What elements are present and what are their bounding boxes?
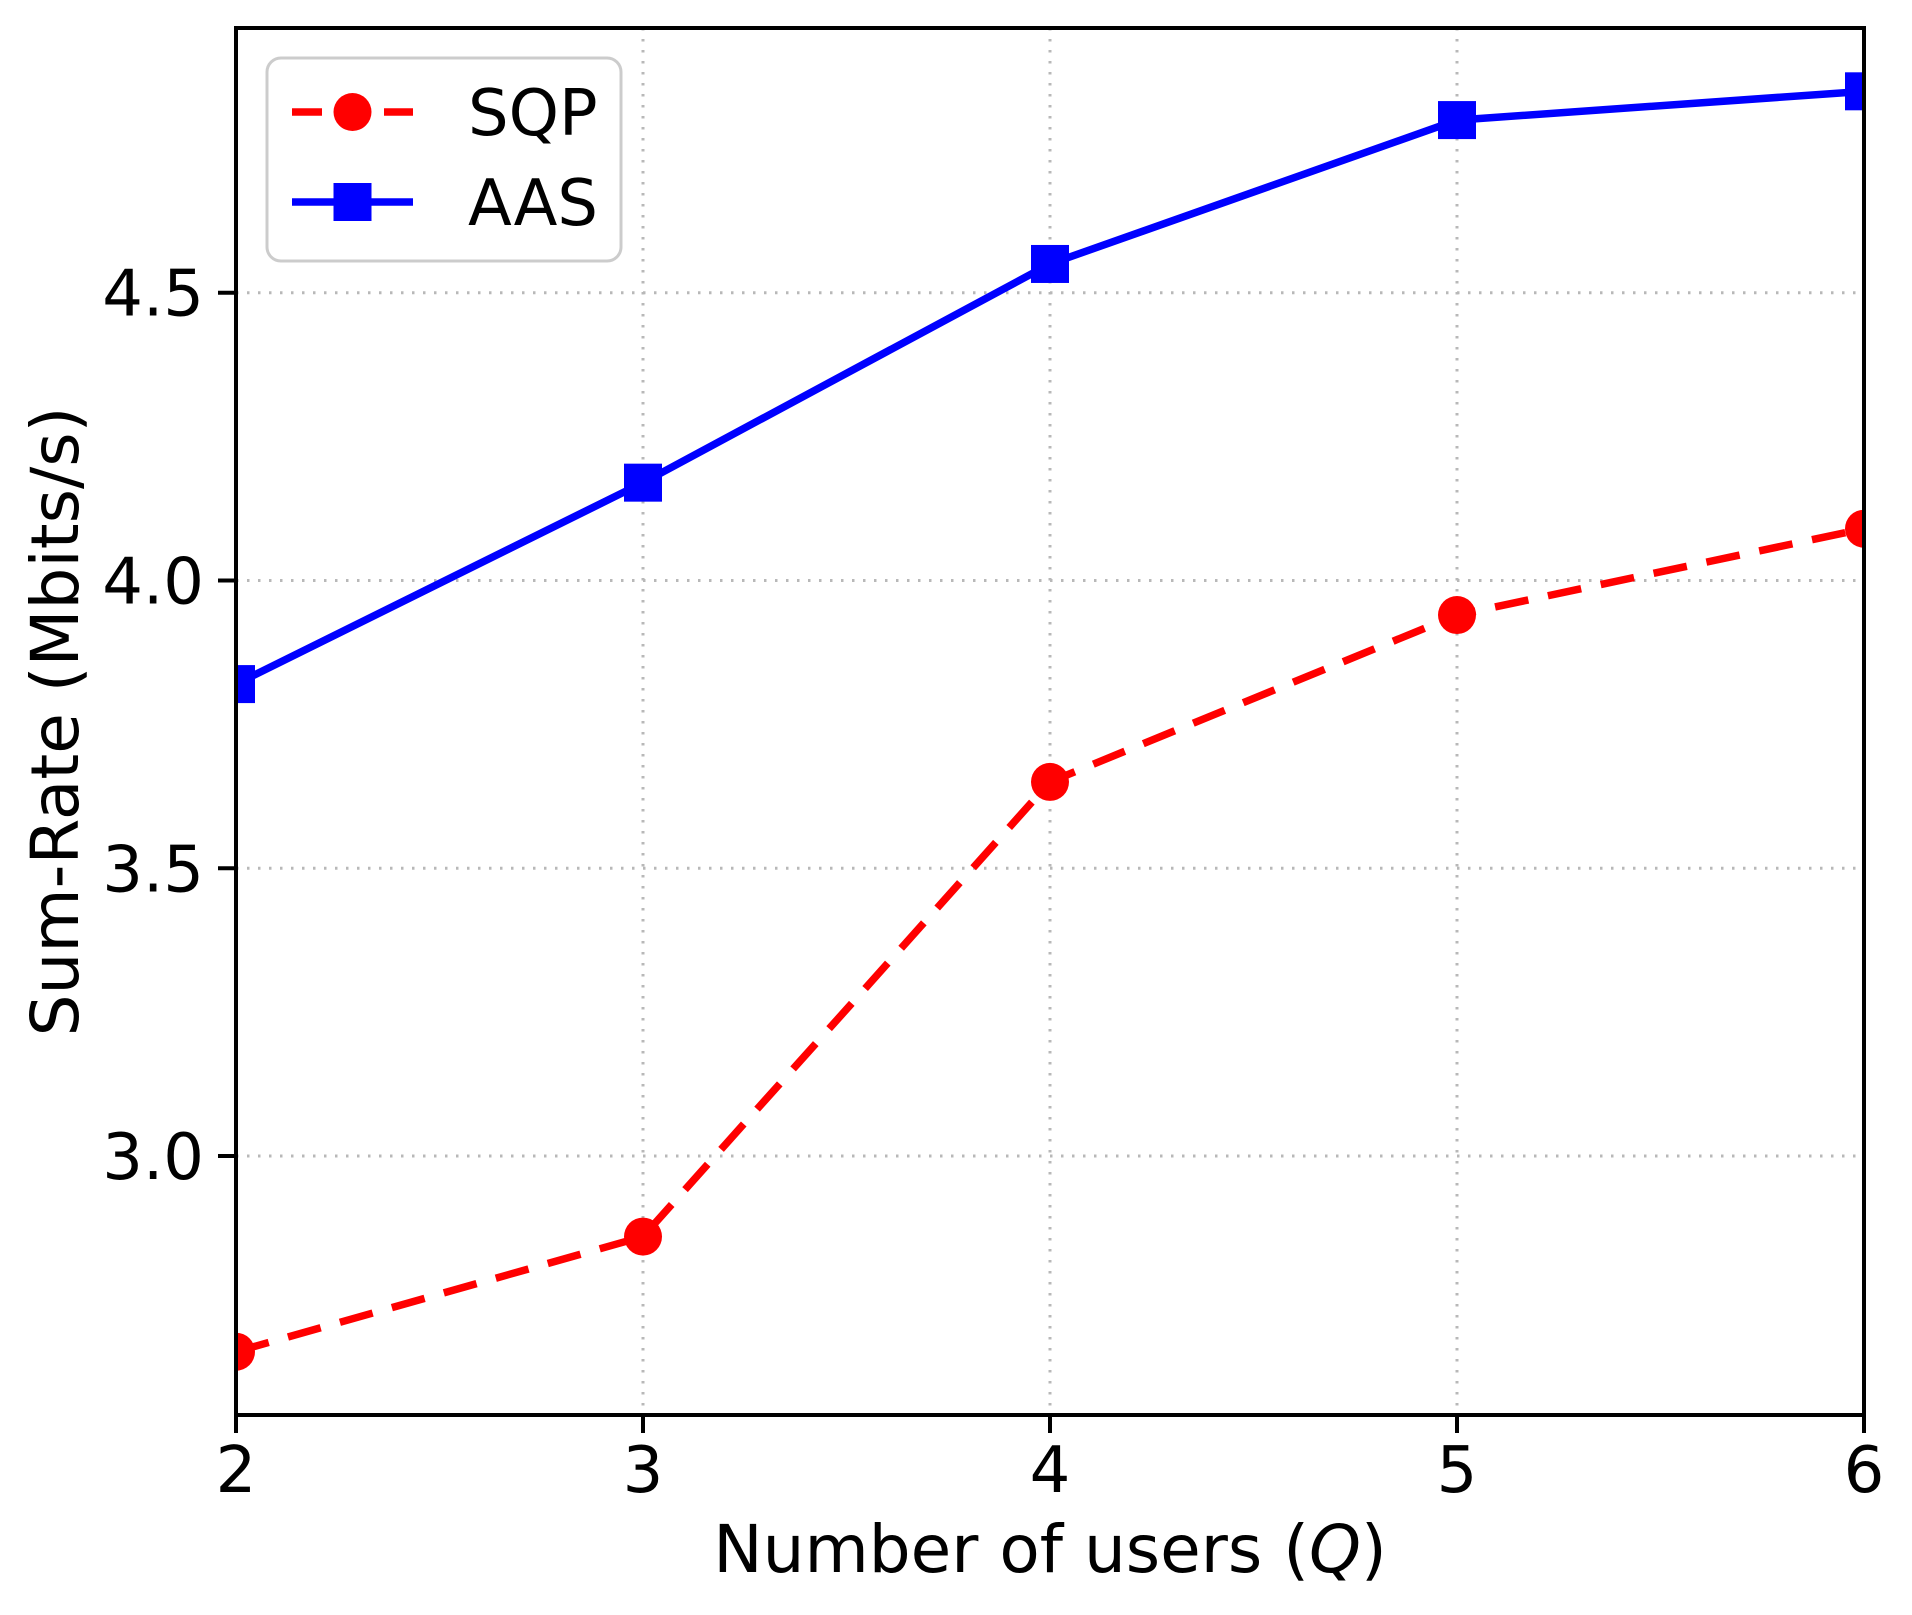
x-axis-label-part: ) — [1361, 1511, 1387, 1588]
marker-aas — [624, 463, 662, 502]
y-axis-label: Sum-Rate (Mbits/s) — [17, 407, 94, 1037]
x-tick-label: 4 — [1030, 1434, 1071, 1508]
legend-label-sqp: SQP — [468, 77, 598, 151]
marker-aas — [236, 665, 255, 704]
legend-label-aas: AAS — [468, 167, 598, 241]
x-axis-label-part: Q — [1309, 1511, 1361, 1588]
plot-area — [236, 72, 1864, 1371]
marker-sqp — [1845, 509, 1864, 548]
marker-aas — [1845, 72, 1864, 111]
marker-sqp — [1031, 762, 1069, 801]
legend-item-aas: AAS — [292, 167, 598, 241]
x-tick-label: 3 — [623, 1434, 664, 1508]
x-axis-label-part: Number of users ( — [713, 1511, 1309, 1588]
marker-aas — [1031, 244, 1069, 283]
x-tick-label: 5 — [1437, 1434, 1478, 1508]
y-tick-label: 4.0 — [102, 545, 204, 619]
legend-marker-aas — [333, 183, 372, 221]
legend: SQP AAS — [265, 56, 623, 263]
x-axis-label: Number of users (Q) — [713, 1511, 1386, 1588]
legend-marker-sqp — [333, 93, 372, 131]
y-tick-label: 4.5 — [102, 258, 204, 332]
marker-sqp — [1438, 596, 1476, 635]
legend-item-sqp: SQP — [292, 77, 598, 151]
marker-sqp — [236, 1332, 255, 1371]
marker-aas — [1438, 101, 1476, 140]
marker-sqp — [624, 1217, 662, 1256]
x-tick-label: 6 — [1844, 1434, 1885, 1508]
y-tick-label: 3.0 — [102, 1121, 204, 1195]
y-tick-label: 3.5 — [102, 833, 204, 907]
x-tick-label: 2 — [216, 1434, 257, 1508]
